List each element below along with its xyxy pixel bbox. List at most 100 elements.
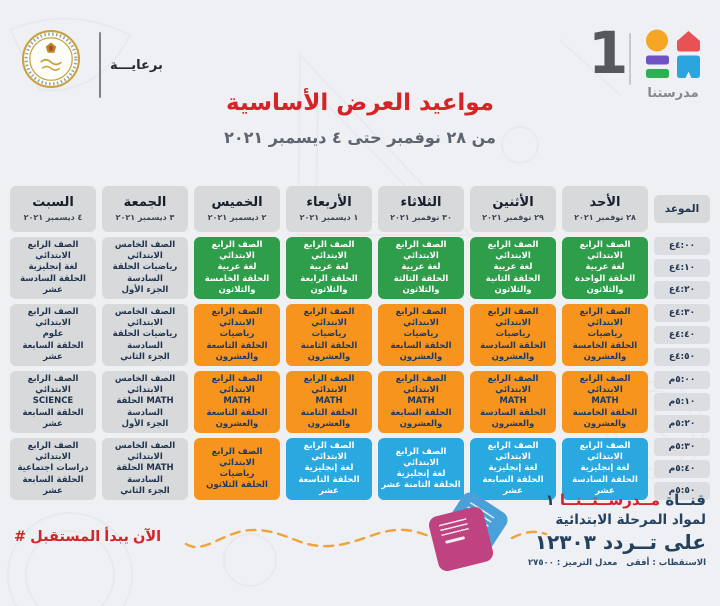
day-name: الخميس — [211, 195, 263, 211]
day-date: ٣ ديسمبر ٢٠٢١ — [115, 212, 175, 222]
cell-line: رياضيات — [219, 329, 255, 340]
schedule-cell: الصف الرابع الابتدائي لغة عربية الحلقة الث… — [470, 237, 556, 299]
day-date: ١ ديسمبر ٢٠٢١ — [299, 212, 359, 222]
schedule-cell: الصف الرابع الابتدائي MATH الحلقة التاسعة … — [194, 371, 280, 433]
cell-line: علوم — [42, 329, 64, 340]
cell-line: رياضيات الحلقة السادسة — [112, 329, 178, 351]
cell-line: MATH — [223, 396, 251, 407]
cell-line: الصف الخامس الابتدائي — [114, 240, 176, 262]
cell-line: SCIENCE — [32, 396, 74, 407]
cell-line: رياضيات — [219, 469, 255, 479]
schedule-cell: الصف الرابع الابتدائي MATH الحلقة الثامنة … — [286, 371, 372, 433]
schedule-cell: الصف الرابع الابتدائي لغة عربية الحلقة الو… — [562, 237, 648, 299]
ministry-emblem-logo — [22, 30, 80, 88]
schedule-cell: الصف الرابع الابتدائي رياضيات الحلقة الثام… — [286, 304, 372, 366]
cell-line: الصف الرابع الابتدائي — [395, 307, 447, 329]
schedule-cell: الصف الرابع الابتدائي رياضيات الحلقة الثلا… — [194, 438, 280, 500]
cell-line: الصف الرابع الابتدائي — [395, 240, 447, 262]
cell-line: الصف الرابع الابتدائي — [303, 240, 355, 262]
time-slot-chip: ٥:٢٠م — [654, 415, 710, 433]
cell-line: الحلقة الثامنة والعشرون — [300, 407, 358, 429]
schedule-cell: الصف الخامس الابتدائي رياضيات الحلقة السا… — [102, 304, 188, 366]
day-name: الأحد — [589, 195, 621, 211]
cell-line: رياضيات — [403, 329, 439, 340]
cell-line: دراسات اجتماعية — [17, 463, 89, 474]
cell-line: الحلقة الثلاثون — [206, 480, 268, 491]
day-name: الجمعة — [123, 195, 167, 211]
cell-line: الصف الرابع الابتدائي — [579, 307, 631, 329]
cell-line: الحلقة الواحدة والثلاثون — [574, 273, 636, 295]
cell-line: الصف الخامس الابتدائي — [114, 307, 176, 329]
cell-line: الحلقة السابعة عشر — [22, 340, 84, 362]
schedule-cell: الصف الرابع الابتدائي لغة إنجليزية الحلقة … — [10, 237, 96, 299]
channel-name: مدرستنا — [647, 86, 699, 101]
hashtag-slogan: # المستقبل يبدأ الآن — [14, 529, 161, 545]
schedule-cell: الصف الرابع الابتدائي دراسات اجتماعية الحل… — [10, 438, 96, 500]
cell-line: MATH — [499, 396, 527, 407]
cell-line: لغة إنجليزية — [28, 262, 78, 273]
day-name: الأثنين — [492, 195, 534, 211]
hashtag-word: الآن — [132, 529, 162, 545]
footer-channel-name: مــدرســتــنــا — [559, 491, 661, 509]
schedule-cell: الصف الرابع الابتدائي MATH الحلقة الخامسة … — [562, 371, 648, 433]
schedule-cell: الصف الرابع الابتدائي علوم الحلقة السابعة … — [10, 304, 96, 366]
cell-line: الحلقة السادسة عشر — [20, 273, 86, 295]
patronage-divider — [99, 32, 101, 98]
day-name: الثلاثاء — [400, 195, 442, 211]
cell-line: الصف الرابع الابتدائي — [579, 374, 631, 396]
cell-line: الصف الرابع الابتدائي — [27, 240, 79, 262]
day-header: الثلاثاء ٣٠ نوفمبر ٢٠٢١ — [378, 186, 464, 232]
cell-line: الصف الرابع الابتدائي — [579, 240, 631, 262]
schedule-cell: الصف الخامس الابتدائي رياضيات الحلقة السا… — [102, 237, 188, 299]
cell-line: الصف الرابع الابتدائي — [211, 374, 263, 396]
cell-line: الحلقة التاسعة والعشرون — [206, 340, 268, 362]
cell-line: الحلقة الثالثة والثلاثون — [393, 273, 449, 295]
cell-line: لغة إنجليزية — [488, 463, 538, 474]
cell-line: الحلقة الخامسة والثلاثون — [204, 273, 270, 295]
cell-line: MATH — [591, 396, 619, 407]
logo-divider — [629, 33, 631, 85]
cell-line: الصف الرابع الابتدائي — [395, 446, 447, 468]
schedule-cell: الصف الرابع الابتدائي SCIENCE الحلقة الساب… — [10, 371, 96, 433]
cell-line: الحلقة السابعة عشر — [22, 407, 84, 429]
cell-line: MATH الحلقة السادسة — [116, 463, 174, 485]
day-header: الأربعاء ١ ديسمبر ٢٠٢١ — [286, 186, 372, 232]
cell-line: الصف الرابع الابتدائي — [27, 374, 79, 396]
cell-line: لغة عربية — [217, 262, 257, 273]
schedule-cell: الصف الرابع الابتدائي لغة عربية الحلقة الخ… — [194, 237, 280, 299]
cell-line: الصف الرابع الابتدائي — [487, 240, 539, 262]
cell-line: الصف الرابع الابتدائي — [303, 307, 355, 329]
footer-channel-word: قنــاة — [665, 491, 706, 509]
cell-line: الحلقة الثامنة والعشرون — [300, 340, 358, 362]
schedule-cell: الصف الرابع الابتدائي رياضيات الحلقة الساد… — [470, 304, 556, 366]
cell-line: رياضيات — [311, 329, 347, 340]
day-header: الجمعة ٣ ديسمبر ٢٠٢١ — [102, 186, 188, 232]
cell-line: الصف الرابع الابتدائي — [487, 441, 539, 463]
schedule-cell: الصف الخامس الابتدائي MATH الحلقة السادسة… — [102, 371, 188, 433]
cell-line: الجزء الأول — [121, 284, 169, 295]
schedule-cell: الصف الرابع الابتدائي MATH الحلقة السابعة … — [378, 371, 464, 433]
cell-line: لغة عربية — [401, 262, 441, 273]
cell-line: الجزء الثاني — [120, 485, 170, 496]
cell-line: رياضيات — [495, 329, 531, 340]
dashed-path — [184, 528, 548, 549]
cell-line: الصف الرابع الابتدائي — [27, 307, 79, 329]
time-slot-chip: ٥:٤٠م — [654, 460, 710, 478]
time-slot-chip: ٤:٢٠ع — [654, 281, 710, 299]
cell-line: الصف الرابع الابتدائي — [303, 441, 355, 463]
schedule-cell: الصف الرابع الابتدائي MATH الحلقة السادسة … — [470, 371, 556, 433]
cell-line: الحلقة الخامسة والعشرون — [572, 340, 638, 362]
schedule-cell: الصف الرابع الابتدائي رياضيات الحلقة التاس… — [194, 304, 280, 366]
footer-frequency-line: على تــردد ١٢٣٠٣ — [534, 530, 706, 554]
channel-info-block: قنــاة مــدرســتــنــا ١ لمواد المرحلة ا… — [528, 491, 706, 568]
channel-number: 1 — [588, 19, 629, 87]
schedule-cell: الصف الرابع الابتدائي لغة إنجليزية الحلقة … — [378, 438, 464, 500]
day-name: الأربعاء — [306, 195, 352, 211]
time-slot-column: ٥:٣٠م ٥:٤٠م ٥:٥٠م — [654, 438, 710, 500]
schedule-cell: الصف الرابع الابتدائي لغة إنجليزية الحلقة … — [286, 438, 372, 500]
hash-symbol: # — [14, 529, 27, 545]
cell-line: الحلقة السابعة عشر — [22, 474, 84, 496]
cell-line: الجزء الثاني — [120, 351, 170, 362]
footer-channel-number: ١ — [545, 491, 555, 509]
cell-line: الحلقة الرابعة والثلاثون — [300, 273, 358, 295]
